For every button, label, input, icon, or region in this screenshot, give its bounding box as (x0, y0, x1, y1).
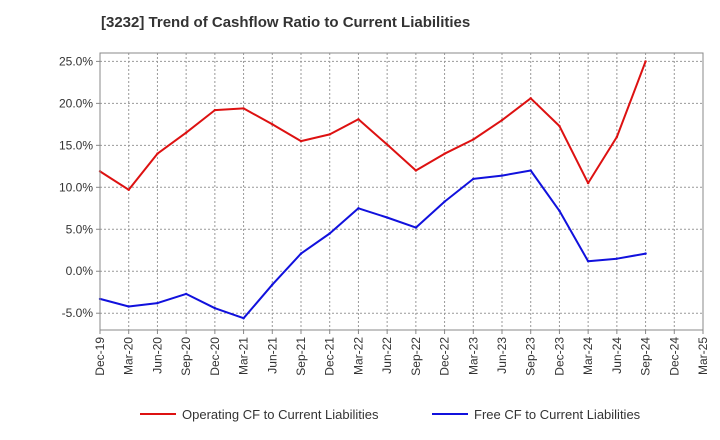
series-2-point (644, 252, 647, 255)
series-1-point (529, 97, 532, 100)
series-2-point (328, 232, 331, 235)
series-1-point (242, 107, 245, 110)
x-tick-label: Sep-22 (409, 337, 423, 376)
x-tick-label: Mar-25 (696, 337, 710, 375)
series-1-point (472, 138, 475, 141)
x-tick-label: Jun-24 (610, 337, 624, 374)
x-tick-label: Mar-20 (122, 337, 136, 375)
x-tick-label: Jun-22 (380, 337, 394, 374)
x-tick-label: Dec-22 (438, 337, 452, 376)
y-tick-label: 5.0% (66, 222, 94, 236)
series-2-point (529, 169, 532, 172)
series-2-point (357, 207, 360, 210)
series-1-point (328, 133, 331, 136)
y-axis: 25.0% 20.0% 15.0% 10.0% 5.0% 0.0% -5.0% (59, 54, 100, 320)
series-1-point (299, 139, 303, 143)
series-1-point (558, 124, 561, 128)
x-tick-label: Sep-20 (179, 337, 193, 376)
x-tick-label: Sep-23 (524, 337, 538, 376)
x-tick-label: Sep-21 (294, 337, 308, 376)
y-tick-label: 15.0% (59, 138, 93, 152)
series-1-point (644, 60, 647, 63)
legend: Operating CF to Current Liabilities Free … (140, 407, 641, 422)
chart-title: [3232] Trend of Cashflow Ratio to Curren… (101, 14, 471, 31)
series-2-point (213, 306, 217, 310)
series-1-point (615, 135, 619, 139)
series-2-point (472, 177, 475, 181)
x-tick-label: Sep-24 (639, 337, 653, 376)
series-2-point (127, 305, 130, 308)
series-2-point (500, 174, 504, 177)
series-2-point (271, 283, 274, 286)
x-axis: Dec-19 Mar-20 Jun-20 Sep-20 Dec-20 Mar-21 Jun-… (93, 330, 710, 376)
series-1-point (127, 188, 130, 192)
series-2-point (615, 257, 619, 260)
y-tick-label: 20.0% (59, 96, 93, 110)
series-2-point (299, 252, 303, 255)
x-tick-label: Jun-23 (495, 337, 509, 374)
x-tick-label: Dec-23 (552, 337, 566, 376)
x-tick-label: Jun-21 (265, 337, 279, 374)
series-2-point (443, 200, 446, 203)
series-1-point (414, 169, 418, 172)
x-tick-label: Jun-20 (150, 337, 164, 374)
y-tick-label: 10.0% (59, 180, 93, 194)
series-2-point (156, 301, 159, 305)
series-lines (98, 60, 647, 320)
series-2-point (586, 259, 590, 263)
grid-lines (99, 53, 704, 330)
series-2-point (242, 317, 245, 320)
x-tick-label: Mar-21 (237, 337, 251, 375)
legend-label-1: Operating CF to Current Liabilities (182, 407, 379, 422)
series-line-1 (99, 61, 647, 191)
series-1-point (385, 143, 389, 146)
x-tick-label: Dec-21 (323, 337, 337, 376)
plot-area-frame (99, 52, 704, 331)
y-tick-label: 0.0% (66, 264, 94, 278)
series-1-point (586, 181, 590, 185)
x-tick-label: Mar-23 (466, 337, 480, 375)
series-1-point (357, 118, 360, 121)
x-tick-label: Dec-24 (667, 337, 681, 376)
series-2-point (558, 209, 561, 213)
y-tick-label: 25.0% (59, 54, 93, 68)
series-1-point (271, 123, 274, 126)
legend-label-2: Free CF to Current Liabilities (474, 407, 641, 422)
x-tick-label: Mar-24 (581, 337, 595, 375)
x-tick-label: Mar-22 (351, 337, 365, 375)
series-1-point (443, 152, 446, 155)
series-1-point (184, 131, 188, 134)
series-1-point (213, 108, 217, 112)
series-line-2 (99, 169, 646, 320)
y-tick-label: -5.0% (62, 306, 94, 320)
x-tick-label: Dec-20 (208, 337, 222, 376)
series-1-point (500, 118, 504, 122)
series-2-point (184, 292, 188, 296)
series-2-point (385, 216, 389, 219)
series-2-point (414, 226, 418, 229)
x-tick-label: Dec-19 (93, 337, 107, 376)
series-1-point (156, 152, 159, 155)
